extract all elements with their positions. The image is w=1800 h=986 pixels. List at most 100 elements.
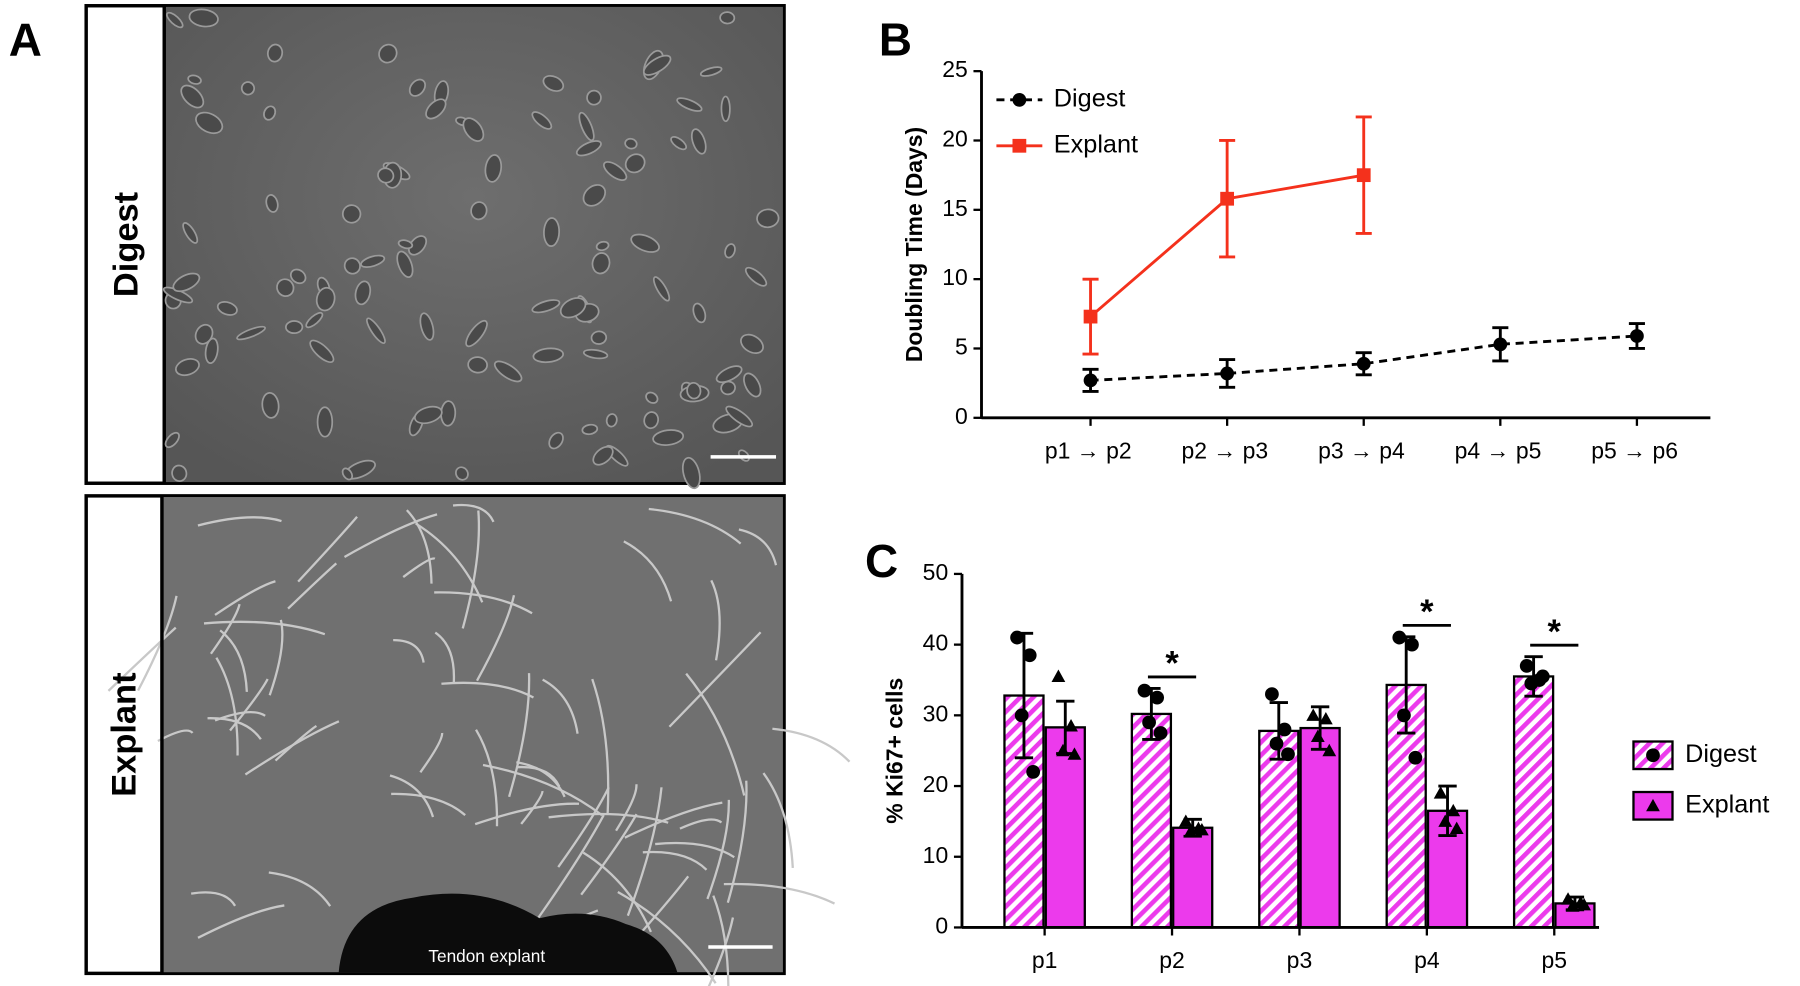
cell [188, 8, 219, 28]
series-line [1090, 334, 1638, 382]
cell [648, 507, 742, 545]
cell [305, 311, 324, 329]
cell [586, 89, 602, 106]
cell [440, 400, 457, 427]
bar [1044, 726, 1086, 929]
cell [229, 678, 269, 732]
cell [397, 239, 414, 250]
cell [475, 729, 499, 827]
cell [467, 356, 488, 374]
cell [214, 580, 276, 616]
x-tick-label: p2 → p3 [1181, 437, 1268, 463]
y-axis-label: Doubling Time (Days) [901, 127, 927, 362]
x-tick-label: p5 → p6 [1591, 437, 1678, 463]
panel-letter: B [879, 14, 912, 66]
y-axis-label: % Ki67+ cells [882, 678, 908, 824]
cell [676, 97, 703, 112]
cell [592, 445, 614, 466]
cell [670, 136, 688, 151]
x-tick-label: p3 → p4 [1318, 437, 1405, 463]
cell [652, 276, 671, 302]
marker [1356, 356, 1371, 371]
y-tick-label: 10 [942, 264, 968, 290]
marker [1064, 719, 1078, 732]
marker [1310, 729, 1325, 743]
cell [642, 850, 708, 871]
cell [419, 312, 435, 341]
cell [396, 250, 414, 279]
legend-label: Explant [1685, 790, 1769, 818]
marker [1356, 168, 1371, 183]
y-tick-label: 50 [923, 559, 949, 585]
legend-marker [1646, 748, 1660, 763]
cell [707, 917, 735, 986]
cell [171, 464, 188, 482]
cell [475, 595, 516, 682]
marker [1051, 669, 1066, 682]
cell [190, 891, 237, 907]
y-tick-label: 0 [935, 913, 948, 939]
marker [1630, 329, 1644, 343]
cell [595, 240, 610, 252]
panel-letter: C [865, 535, 898, 587]
cell [197, 904, 285, 939]
cell [209, 603, 241, 655]
marker [1535, 669, 1550, 684]
cell [266, 43, 284, 63]
error-bar [1310, 705, 1330, 751]
cell [548, 431, 564, 450]
cell [744, 266, 768, 287]
cell [360, 254, 386, 268]
marker [1178, 814, 1193, 827]
cell [434, 591, 533, 615]
legend-marker [1646, 798, 1660, 812]
significance-mark: * [1165, 645, 1179, 683]
y-tick-label: 30 [923, 700, 949, 726]
cell [507, 673, 531, 798]
cell [548, 812, 669, 824]
cell [536, 814, 605, 920]
cell [182, 222, 199, 244]
cell [276, 278, 295, 298]
cell [630, 233, 660, 253]
cell [738, 528, 778, 566]
cell [531, 299, 561, 314]
cell [642, 54, 672, 76]
marker [1014, 708, 1029, 723]
cell [470, 201, 488, 221]
cell [455, 466, 469, 481]
marker [1083, 309, 1098, 324]
cell [408, 78, 426, 97]
cell [699, 66, 723, 77]
bar [1130, 712, 1173, 929]
marker [1306, 708, 1321, 721]
cell [366, 317, 386, 345]
x-tick-label: p5 [1542, 947, 1568, 973]
marker [1220, 191, 1235, 206]
cell [175, 358, 200, 377]
y-tick-label: 20 [942, 126, 968, 152]
cell [580, 813, 638, 896]
image-caption: Tendon explant [428, 946, 545, 966]
marker [1194, 822, 1209, 836]
cell [706, 799, 730, 900]
cell [215, 657, 239, 756]
cell [419, 732, 444, 774]
marker [1067, 747, 1082, 760]
cell [605, 413, 618, 428]
cell [413, 405, 443, 425]
x-tick-label: p2 [1159, 947, 1185, 973]
cell [723, 882, 836, 905]
cell [316, 406, 334, 438]
cell [712, 895, 730, 986]
cell [623, 540, 673, 602]
marker [1433, 786, 1448, 799]
error-bar [1438, 784, 1457, 837]
tendon-explant [338, 893, 678, 973]
cell [405, 509, 433, 584]
x-tick-label: p4 [1414, 947, 1440, 973]
cell [287, 562, 338, 610]
cell [582, 184, 607, 207]
legend-marker [1012, 138, 1027, 153]
cell [679, 818, 723, 830]
